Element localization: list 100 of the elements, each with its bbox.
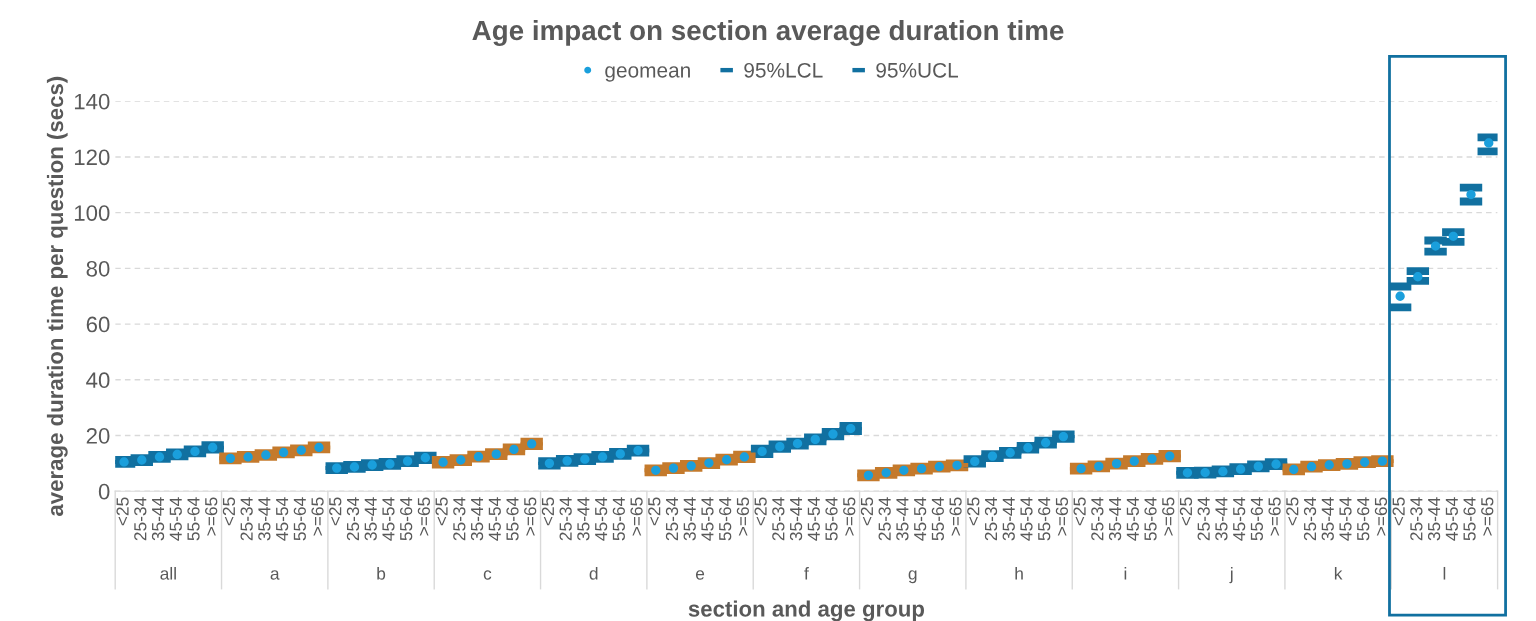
x-tick-label: >=65 [843, 497, 856, 536]
x-tick-label: 55-64 [400, 497, 413, 541]
text: i [1124, 566, 1127, 580]
x-tick-label: 55-64 [1038, 497, 1051, 541]
x-tick-label: <25 [1179, 497, 1193, 526]
y-tick-label: 0 [98, 483, 110, 500]
x-tick-label: 45-54 [382, 497, 395, 541]
legend-label: 95%LCL [744, 62, 823, 78]
x-tick-label: 35-44 [896, 497, 909, 541]
x-tick-label: <25 [754, 497, 767, 526]
x-tick-label: 55-64 [1144, 497, 1157, 541]
x-tick-label: 55-64 [506, 497, 519, 541]
text: f [804, 566, 809, 580]
x-tick-label: 35-44 [1108, 497, 1122, 541]
x-tick-label: >=65 [736, 497, 750, 536]
x-tick-label: 35-44 [1321, 497, 1334, 541]
x-tick-label: 25-34 [984, 497, 998, 541]
x-tick-label: 55-64 [293, 497, 306, 541]
x-tick-label: 45-54 [595, 497, 608, 541]
x-tick-label: 25-34 [878, 497, 891, 541]
x-tick-label: <25 [860, 497, 874, 526]
x-tick-label: <25 [648, 497, 661, 526]
x-tick-label: 25-34 [453, 497, 466, 541]
x-tick-label: >=65 [1162, 497, 1175, 536]
text: b [377, 566, 386, 580]
y-tick-label: 120 [74, 149, 110, 166]
x-tick-label: <25 [435, 497, 448, 526]
legend-label: geomean [605, 66, 690, 82]
x-tick-label: 35-44 [1427, 497, 1441, 541]
text: l [1443, 566, 1446, 580]
x-tick-label: <25 [967, 497, 980, 526]
x-tick-label: 25-34 [665, 497, 679, 541]
x-tick-label: 25-34 [1091, 497, 1104, 541]
x-tick-label: 35-44 [364, 497, 377, 541]
x-tick-label: 35-44 [151, 497, 165, 541]
x-tick-label: 25-34 [1197, 497, 1210, 541]
text: e [695, 570, 705, 580]
x-tick-label: >=65 [949, 497, 962, 536]
text: h [1015, 566, 1023, 580]
x-tick-label: 25-34 [559, 497, 572, 541]
x-tick-label: 45-54 [1445, 497, 1458, 541]
x-tick-label: 45-54 [807, 497, 820, 541]
x-tick-label: 45-54 [1339, 497, 1352, 541]
x-tick-label: 45-54 [1020, 497, 1033, 541]
x-tick-label: >=65 [205, 497, 218, 536]
x-tick-label: 35-44 [577, 497, 590, 541]
x-tick-label: 25-34 [1410, 497, 1423, 541]
x-tick-label: <25 [541, 497, 555, 526]
y-tick-label: 80 [86, 260, 110, 277]
text: j [1229, 566, 1233, 584]
x-tick-label: <25 [1392, 497, 1405, 526]
x-tick-label: >=65 [417, 497, 431, 536]
y-axis-title: average duration time per question (secs) [46, 76, 68, 516]
text: a [270, 570, 280, 580]
x-tick-label: >=65 [1268, 497, 1281, 536]
x-tick-label: 25-34 [134, 497, 147, 541]
x-tick-label: 45-54 [169, 497, 182, 541]
x-tick-label: >=65 [1055, 497, 1069, 536]
x-tick-label: <25 [1286, 497, 1299, 526]
text: all [160, 566, 176, 580]
y-tick-label: 140 [74, 93, 110, 110]
x-tick-label: 55-64 [931, 497, 944, 541]
y-tick-label: 100 [74, 205, 110, 221]
x-tick-label: 35-44 [1002, 497, 1015, 541]
y-tick-label: 40 [86, 372, 110, 389]
x-tick-label: >=65 [630, 497, 643, 536]
x-tick-label: 55-64 [1250, 497, 1263, 541]
x-tick-label: >=65 [311, 497, 324, 536]
text: c [483, 570, 492, 580]
x-tick-label: 55-64 [1463, 497, 1476, 541]
x-tick-label: 55-64 [187, 497, 200, 541]
x-tick-label: <25 [116, 497, 129, 526]
x-tick-label: >=65 [1481, 497, 1494, 536]
x-tick-label: 45-54 [701, 497, 714, 541]
x-tick-label: 25-34 [346, 497, 360, 541]
x-tick-label: 25-34 [1303, 497, 1317, 541]
x-tick-label: 35-44 [789, 497, 803, 541]
y-tick-label: 60 [86, 316, 110, 333]
chart-title: Age impact on section average duration time [472, 19, 1064, 46]
x-tick-label: <25 [1073, 497, 1086, 526]
x-tick-label: 55-64 [1357, 497, 1370, 541]
text: k [1334, 566, 1343, 580]
text: d [589, 566, 598, 580]
x-axis-title: section and age group [688, 600, 925, 621]
x-tick-label: 35-44 [683, 497, 696, 541]
x-tick-label: >=65 [524, 497, 537, 536]
x-tick-label: 45-54 [276, 497, 289, 541]
x-tick-label: 35-44 [258, 497, 271, 541]
legend-label: 95%UCL [876, 62, 959, 78]
x-tick-label: >=65 [1374, 497, 1388, 536]
x-tick-label: 35-44 [1215, 497, 1228, 541]
x-tick-label: 45-54 [914, 497, 927, 541]
x-tick-label: 55-64 [612, 497, 625, 541]
x-tick-label: 45-54 [488, 497, 501, 541]
text: g [908, 570, 917, 584]
x-tick-label: 45-54 [1126, 497, 1139, 541]
x-tick-label: <25 [329, 497, 342, 526]
x-tick-label: 45-54 [1233, 497, 1246, 541]
x-tick-label: 35-44 [470, 497, 484, 541]
x-tick-label: 25-34 [772, 497, 785, 541]
